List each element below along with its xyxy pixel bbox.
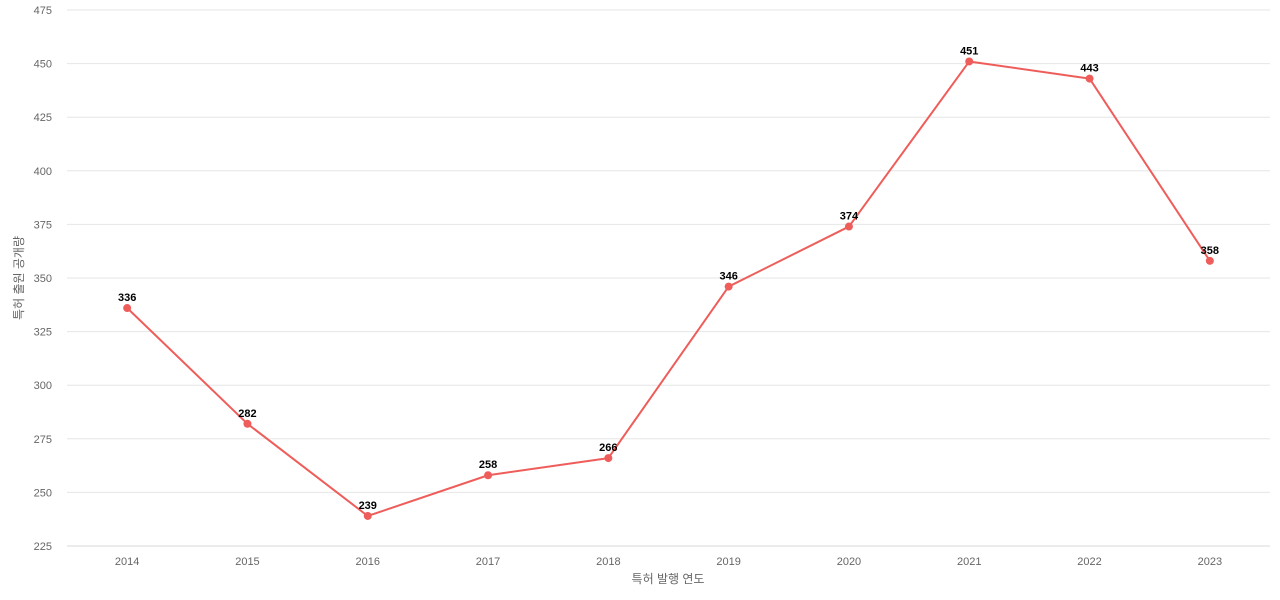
data-point[interactable] bbox=[123, 304, 132, 313]
data-label: 266 bbox=[599, 442, 617, 454]
data-label: 258 bbox=[479, 459, 497, 471]
x-tick-label: 2018 bbox=[596, 556, 620, 568]
y-tick-label: 350 bbox=[34, 273, 52, 285]
y-tick-label: 475 bbox=[34, 5, 52, 17]
x-tick-label: 2023 bbox=[1198, 556, 1222, 568]
data-label: 451 bbox=[960, 45, 978, 57]
data-point[interactable] bbox=[363, 511, 372, 520]
gridlines bbox=[67, 9, 1270, 547]
data-label: 346 bbox=[719, 271, 737, 283]
data-label: 282 bbox=[238, 408, 256, 420]
data-label: 336 bbox=[118, 292, 136, 304]
x-tick-label: 2022 bbox=[1077, 556, 1101, 568]
x-tick-label: 2017 bbox=[476, 556, 500, 568]
y-axis-ticks: 225 250 275 300 325 350 375 400 425 450 475 bbox=[34, 5, 52, 553]
y-tick-label: 425 bbox=[34, 112, 52, 124]
x-axis-title: 특허 발행 연도 bbox=[632, 571, 705, 586]
y-tick-label: 275 bbox=[34, 434, 52, 446]
data-point[interactable] bbox=[724, 282, 733, 291]
y-tick-label: 325 bbox=[34, 327, 52, 339]
data-label: 443 bbox=[1080, 63, 1098, 75]
y-tick-label: 225 bbox=[34, 541, 52, 553]
series bbox=[123, 57, 1214, 520]
data-point[interactable] bbox=[243, 419, 252, 428]
series-line bbox=[126, 60, 1211, 517]
y-tick-label: 300 bbox=[34, 380, 52, 392]
data-point[interactable] bbox=[1085, 74, 1094, 83]
data-point[interactable] bbox=[604, 454, 613, 463]
data-label: 374 bbox=[840, 211, 859, 223]
y-tick-label: 400 bbox=[34, 166, 52, 178]
data-labels: 336 282 239 258 266 346 374 451 443 358 bbox=[118, 45, 1219, 512]
data-point[interactable] bbox=[844, 222, 853, 231]
x-tick-label: 2014 bbox=[115, 556, 139, 568]
x-tick-label: 2019 bbox=[716, 556, 740, 568]
x-tick-label: 2020 bbox=[837, 556, 861, 568]
data-point[interactable] bbox=[965, 57, 974, 66]
data-point[interactable] bbox=[1205, 256, 1214, 265]
y-axis-title: 특허 출원 공개량 bbox=[12, 236, 26, 320]
data-label: 358 bbox=[1201, 245, 1219, 257]
x-tick-label: 2021 bbox=[957, 556, 981, 568]
x-axis-ticks: 2014 2015 2016 2017 2018 2019 2020 2021 2022 2023 bbox=[115, 556, 1222, 568]
data-label: 239 bbox=[359, 500, 377, 512]
y-tick-label: 375 bbox=[34, 219, 52, 231]
x-tick-label: 2015 bbox=[235, 556, 259, 568]
y-tick-label: 250 bbox=[34, 487, 52, 499]
data-point[interactable] bbox=[484, 471, 493, 480]
y-tick-label: 450 bbox=[34, 59, 52, 71]
x-tick-label: 2016 bbox=[356, 556, 380, 568]
